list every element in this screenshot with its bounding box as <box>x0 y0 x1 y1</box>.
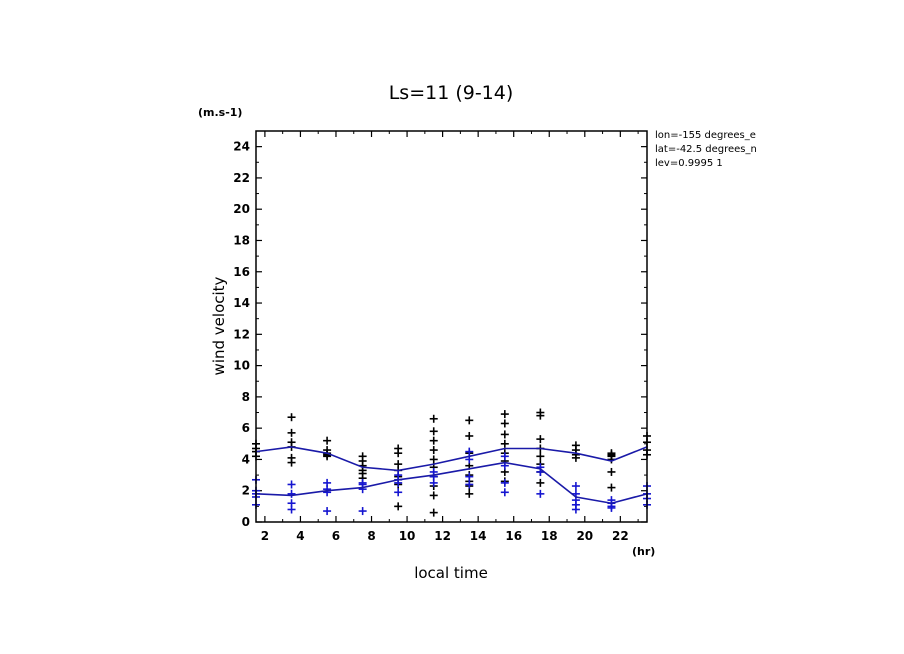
x-tick-label: 8 <box>367 529 375 543</box>
series-2-mean-line <box>255 461 648 505</box>
scatter-point <box>358 452 367 461</box>
x-tick-label: 10 <box>399 529 416 543</box>
info-clip <box>774 128 904 172</box>
scatter-point <box>323 507 332 516</box>
y-unit-label: (m.s-1) <box>198 106 242 119</box>
scatter-point <box>500 410 509 419</box>
series-1-mean-line <box>255 446 648 472</box>
scatter-point <box>465 480 474 489</box>
y-tick-label: 20 <box>233 202 250 216</box>
scatter-point <box>500 452 509 461</box>
scatter-point <box>465 431 474 440</box>
scatter-point <box>429 436 438 445</box>
info-lev: lev=0.9995 1 <box>655 158 723 169</box>
scatter-point <box>323 436 332 445</box>
scatter-point <box>358 507 367 516</box>
scatter-point <box>394 444 403 453</box>
x-tick-label: 14 <box>470 529 487 543</box>
scatter-point <box>607 449 616 458</box>
y-tick-label: 24 <box>233 140 250 154</box>
x-tick-label: 4 <box>296 529 304 543</box>
scatter-point <box>287 480 296 489</box>
scatter-point <box>465 416 474 425</box>
scatter-point <box>536 452 545 461</box>
x-unit-label: (hr) <box>632 545 655 558</box>
scatter-point <box>536 408 545 417</box>
scatter-point <box>358 478 367 487</box>
info-lon: lon=-155 degrees_e <box>655 130 756 141</box>
scatter-point <box>571 482 580 491</box>
chart-title: Ls=11 (9-14) <box>389 82 514 104</box>
scatter-point <box>536 478 545 487</box>
scatter-point <box>287 499 296 508</box>
scatter-point <box>500 478 509 487</box>
x-tick-label: 22 <box>612 529 629 543</box>
y-tick-label: 2 <box>242 484 250 498</box>
y-axis-label: wind velocity <box>210 276 228 375</box>
y-tick-label: 16 <box>233 265 250 279</box>
scatter-point <box>394 488 403 497</box>
scatter-point <box>607 483 616 492</box>
y-tick-label: 6 <box>242 421 250 435</box>
scatter-point <box>465 472 474 481</box>
scatter-point <box>536 463 545 472</box>
scatter-point <box>500 430 509 439</box>
y-tick-label: 4 <box>242 452 250 466</box>
y-tick-label: 18 <box>233 233 250 247</box>
scatter-point <box>571 441 580 450</box>
x-tick-label: 6 <box>332 529 340 543</box>
x-tick-label: 2 <box>261 529 269 543</box>
scatter-point <box>500 488 509 497</box>
scatter-point <box>323 478 332 487</box>
scatter-point <box>429 446 438 455</box>
scatter-point <box>287 428 296 437</box>
scatter-point <box>287 413 296 422</box>
x-tick-label: 20 <box>576 529 593 543</box>
scatter-point <box>429 414 438 423</box>
y-tick-label: 0 <box>242 515 250 529</box>
scatter-point <box>287 489 296 498</box>
y-tick-label: 22 <box>233 171 250 185</box>
scatter-point <box>429 491 438 500</box>
scatter-point <box>394 460 403 469</box>
scatter-point <box>607 467 616 476</box>
y-tick-label: 12 <box>233 327 250 341</box>
scatter-point <box>536 489 545 498</box>
scatter-point <box>287 453 296 462</box>
scatter-point <box>500 439 509 448</box>
scatter-point <box>429 427 438 436</box>
scatter-point <box>394 471 403 480</box>
x-axis-label: local time <box>414 564 488 582</box>
scatter-point <box>465 447 474 456</box>
y-tick-label: 14 <box>233 296 250 310</box>
y-tick-label: 8 <box>242 390 250 404</box>
scatter-point <box>394 502 403 511</box>
scatter-point <box>429 455 438 464</box>
scatter-point <box>287 438 296 447</box>
scatter-point <box>536 435 545 444</box>
x-tick-label: 12 <box>434 529 451 543</box>
plot-frame <box>255 130 648 523</box>
scatter-point <box>465 489 474 498</box>
scatter-point <box>429 508 438 517</box>
x-tick-label: 16 <box>505 529 522 543</box>
data-marks <box>252 408 651 517</box>
scatter-point <box>500 419 509 428</box>
x-tick-label: 18 <box>541 529 558 543</box>
y-tick-label: 10 <box>233 359 250 373</box>
info-lat: lat=-42.5 degrees_n <box>655 144 757 155</box>
